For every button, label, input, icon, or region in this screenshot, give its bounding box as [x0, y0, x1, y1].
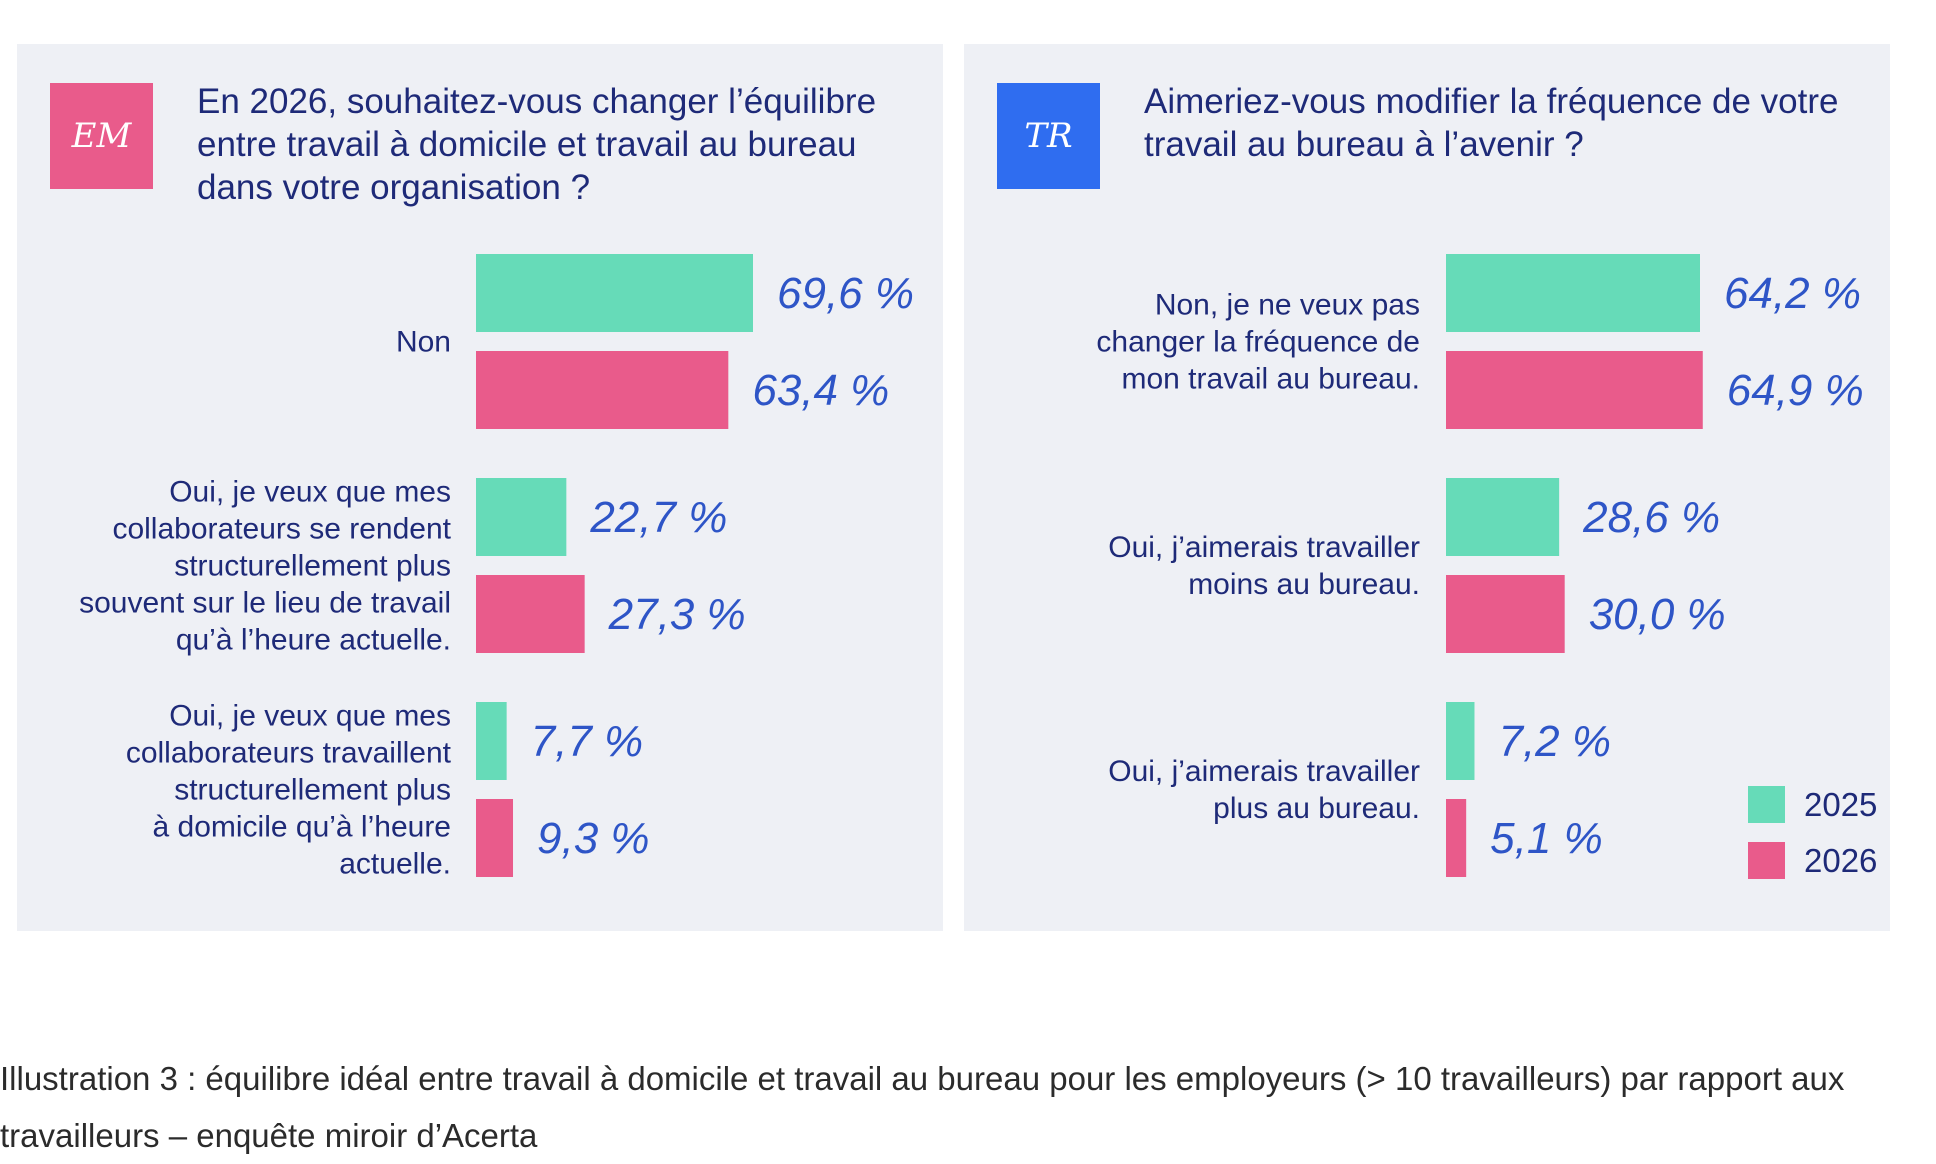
tr-value-label-2025-1: 28,6 %	[1582, 493, 1720, 542]
em-category-label-2-3: à domicile qu’à l’heure	[152, 811, 451, 844]
em-category-label-1-2: structurellement plus	[174, 550, 451, 583]
tr-bar-2025-1	[1446, 478, 1560, 556]
em-bar-2026-0	[476, 351, 729, 429]
tr-value-label-2026-2: 5,1 %	[1490, 814, 1603, 863]
tr-category-label-0-1: changer la fréquence de	[1096, 326, 1420, 359]
tr-legend-swatch-2025	[1748, 786, 1785, 823]
tr-bar-2025-0	[1446, 254, 1700, 332]
tr-category-label-1-1: moins au bureau.	[1188, 568, 1420, 601]
em-bar-2026-2	[476, 799, 514, 877]
badge-tr: TR	[997, 83, 1100, 189]
panel-employers: EM En 2026, souhaitez-vous changer l’équ…	[17, 44, 943, 931]
em-category-label-1-1: collaborateurs se rendent	[112, 513, 451, 546]
tr-legend-swatch-2026	[1748, 842, 1785, 879]
tr-value-label-2026-0: 64,9 %	[1727, 366, 1864, 415]
em-bar-2025-0	[476, 254, 753, 332]
figure-caption: Illustration 3 : équilibre idéal entre t…	[0, 1060, 1845, 1154]
em-category-label-2-0: Oui, je veux que mes	[169, 700, 451, 733]
tr-category-label-0-0: Non, je ne veux pas	[1155, 289, 1420, 322]
tr-category-label-2-1: plus au bureau.	[1213, 792, 1420, 825]
chart-tr: Non, je ne veux pas changer la fréquence …	[1096, 254, 1877, 879]
tr-value-label-2025-2: 7,2 %	[1498, 717, 1611, 766]
tr-category-label-0-2: mon travail au bureau.	[1121, 363, 1420, 396]
tr-category-label-2-0: Oui, j’aimerais travailler	[1108, 755, 1420, 788]
panel-workers: TR Aimeriez-vous modifier la fréquence d…	[964, 44, 1890, 931]
em-category-label-2-1: collaborateurs travaillent	[126, 737, 452, 770]
chart-title-em: En 2026, souhaitez-vous changer l’équili…	[197, 82, 877, 207]
em-category-label-2-2: structurellement plus	[174, 774, 451, 807]
em-bar-2026-1	[476, 575, 585, 653]
em-value-label-2025-1: 22,7 %	[589, 493, 727, 542]
em-value-label-2026-0: 63,4 %	[752, 366, 889, 415]
em-category-label-2-4: actuelle.	[339, 848, 451, 881]
tr-value-label-2025-0: 64,2 %	[1724, 269, 1861, 318]
tr-value-label-2026-1: 30,0 %	[1589, 590, 1726, 639]
em-category-label-1-3: souvent sur le lieu de travail	[79, 587, 451, 620]
tr-bar-2025-2	[1446, 702, 1475, 780]
badge-em: EM	[50, 83, 153, 189]
chart-em: Non 69,6 % 63,4 % Oui, je veux que mes colla…	[79, 254, 914, 881]
em-value-label-2026-2: 9,3 %	[537, 814, 650, 863]
em-category-label-1-4: qu’à l’heure actuelle.	[176, 624, 451, 657]
tr-bar-2026-2	[1446, 799, 1467, 877]
tr-legend-label-2026: 2026	[1804, 842, 1877, 879]
em-value-label-2025-2: 7,7 %	[531, 717, 644, 766]
tr-bar-2026-1	[1446, 575, 1565, 653]
em-category-label-0-0: Non	[396, 326, 451, 359]
em-value-label-2026-1: 27,3 %	[608, 590, 746, 639]
em-category-label-1-0: Oui, je veux que mes	[169, 476, 451, 509]
em-bar-2025-2	[476, 702, 507, 780]
tr-bar-2026-0	[1446, 351, 1703, 429]
tr-category-label-1-0: Oui, j’aimerais travailler	[1108, 531, 1420, 564]
em-value-label-2025-0: 69,6 %	[777, 269, 914, 318]
chart-title-tr: Aimeriez-vous modifier la fréquence de v…	[1144, 82, 1839, 164]
em-bar-2025-1	[476, 478, 567, 556]
tr-legend-label-2025: 2025	[1804, 786, 1877, 823]
